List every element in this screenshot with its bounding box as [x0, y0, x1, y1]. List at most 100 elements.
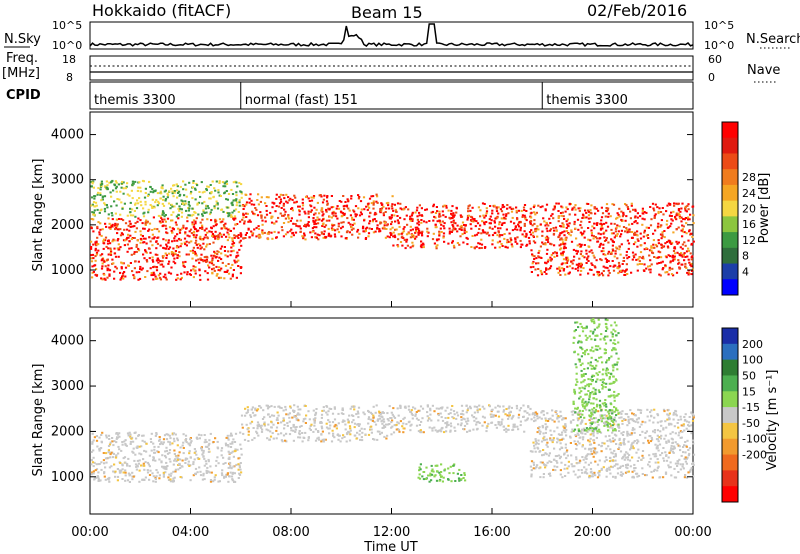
- echo-cell: [482, 231, 485, 234]
- echo-cell: [576, 462, 579, 465]
- echo-cell: [150, 449, 153, 452]
- echo-cell: [640, 263, 643, 265]
- echo-cell: [135, 227, 138, 230]
- echo-cell: [271, 432, 274, 435]
- echo-cell: [348, 439, 352, 442]
- echo-cell: [198, 457, 201, 460]
- echo-cell: [450, 221, 453, 224]
- echo-cell: [198, 274, 202, 277]
- colorbar-segment: [722, 263, 738, 280]
- echo-cell: [240, 471, 243, 474]
- echo-cell: [672, 210, 675, 213]
- echo-cell: [177, 246, 180, 249]
- echo-cell: [580, 226, 583, 229]
- echo-cell: [303, 210, 306, 213]
- echo-cell: [350, 405, 353, 408]
- echo-cell: [497, 212, 500, 215]
- echo-cell: [564, 239, 567, 242]
- echo-cell: [523, 230, 526, 233]
- echo-cell: [188, 273, 191, 276]
- echo-cell: [437, 419, 440, 422]
- echo-cell: [367, 232, 371, 235]
- echo-cell: [653, 408, 656, 411]
- echo-cell: [490, 416, 493, 418]
- echo-cell: [367, 410, 371, 413]
- echo-cell: [630, 447, 633, 450]
- echo-cell: [355, 413, 358, 416]
- echo-cell: [162, 256, 165, 259]
- echo-cell: [613, 438, 616, 441]
- echo-cell: [165, 468, 168, 471]
- echo-cell: [477, 206, 480, 209]
- echo-cell: [113, 277, 116, 280]
- echo-cell: [220, 472, 224, 475]
- echo-cell: [240, 196, 243, 199]
- echo-cell: [662, 447, 665, 449]
- echo-cell: [692, 222, 695, 225]
- echo-cell: [312, 196, 315, 199]
- echo-cell: [106, 184, 109, 187]
- echo-cell: [321, 232, 324, 235]
- echo-cell: [495, 210, 499, 213]
- echo-cell: [92, 230, 95, 233]
- echo-cell: [508, 415, 511, 418]
- echo-cell: [676, 242, 679, 245]
- echo-cell: [167, 194, 170, 197]
- echo-cell: [568, 222, 571, 225]
- echo-cell: [439, 227, 442, 230]
- echo-cell: [615, 443, 618, 445]
- echo-cell: [397, 414, 400, 417]
- echo-cell: [614, 250, 617, 253]
- echo-cell: [280, 432, 283, 435]
- echo-cell: [489, 205, 492, 207]
- echo-cell: [210, 471, 213, 474]
- echo-cell: [530, 475, 533, 478]
- echo-cell: [529, 207, 532, 210]
- echo-cell: [470, 215, 473, 218]
- echo-cell: [472, 428, 475, 431]
- echo-cell: [359, 438, 362, 441]
- echo-cell: [92, 218, 95, 221]
- echo-cell: [353, 426, 356, 429]
- echo-cell: [659, 476, 662, 479]
- echo-cell: [154, 434, 157, 437]
- echo-cell: [587, 227, 590, 229]
- echo-cell: [152, 442, 155, 445]
- echo-cell: [659, 454, 662, 457]
- echo-cell: [307, 197, 310, 200]
- echo-cell: [173, 239, 176, 242]
- echo-cell: [257, 203, 260, 206]
- echo-cell: [273, 405, 276, 408]
- echo-cell: [148, 454, 151, 457]
- echo-cell: [124, 266, 128, 269]
- echo-cell: [103, 185, 107, 188]
- echo-cell: [662, 213, 665, 216]
- echo-cell: [677, 259, 680, 262]
- echo-cell: [115, 223, 118, 226]
- echo-cell: [660, 256, 663, 259]
- echo-cell: [159, 190, 162, 193]
- echo-cell: [401, 244, 404, 247]
- echo-cell: [658, 436, 661, 439]
- echo-cell: [453, 413, 456, 416]
- echo-cell: [162, 471, 165, 474]
- echo-cell: [550, 439, 553, 442]
- echo-cell: [561, 267, 564, 270]
- echo-cell: [220, 447, 224, 450]
- echo-cell: [573, 440, 576, 443]
- echo-cell: [485, 232, 488, 235]
- echo-cell: [645, 211, 648, 214]
- echo-cell: [688, 230, 691, 233]
- echo-cell: [593, 222, 596, 225]
- echo-cell: [234, 223, 237, 226]
- echo-cell: [328, 421, 331, 424]
- echo-cell: [216, 273, 219, 275]
- echo-cell: [322, 213, 325, 216]
- echo-cell: [232, 217, 235, 220]
- echo-cell: [473, 405, 476, 408]
- echo-cell: [246, 406, 249, 409]
- echo-cell: [418, 232, 421, 235]
- echo-cell: [540, 257, 543, 259]
- echo-cell: [579, 266, 583, 269]
- echo-cell: [277, 414, 280, 417]
